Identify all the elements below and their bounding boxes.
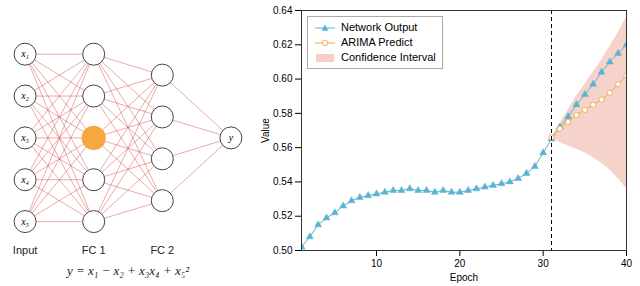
svg-text:FC 2: FC 2 bbox=[150, 244, 174, 256]
svg-text:y: y bbox=[228, 132, 234, 143]
svg-text:0.52: 0.52 bbox=[273, 210, 293, 221]
html-text:Confidence Interval: Confidence Interval bbox=[341, 51, 436, 63]
svg-text:0.60: 0.60 bbox=[273, 73, 293, 84]
html-text:ARIMA Predict: ARIMA Predict bbox=[341, 36, 413, 48]
svg-text:0.58: 0.58 bbox=[273, 108, 293, 119]
svg-text:Epoch: Epoch bbox=[450, 272, 478, 283]
svg-text:20: 20 bbox=[454, 258, 466, 269]
svg-text:40: 40 bbox=[621, 258, 633, 269]
svg-text:30: 30 bbox=[538, 258, 550, 269]
svg-text:0.50: 0.50 bbox=[273, 245, 293, 256]
svg-text:Input: Input bbox=[13, 244, 37, 256]
svg-text:10: 10 bbox=[371, 258, 383, 269]
svg-text:FC 1: FC 1 bbox=[82, 244, 106, 256]
svg-text:x₁: x₁ bbox=[20, 48, 29, 59]
svg-text:Value: Value bbox=[260, 118, 271, 143]
svg-text:y = x₁ − x₂ + x₃x₄ + x₅²: y = x₁ − x₂ + x₃x₄ + x₅² bbox=[65, 263, 190, 278]
svg-text:x₃: x₃ bbox=[20, 132, 29, 143]
svg-text:x₅: x₅ bbox=[20, 216, 29, 227]
svg-text:0.54: 0.54 bbox=[273, 176, 293, 187]
svg-text:0.56: 0.56 bbox=[273, 142, 293, 153]
svg-text:0.64: 0.64 bbox=[273, 5, 293, 16]
svg-text:0.62: 0.62 bbox=[273, 39, 293, 50]
svg-text:x₂: x₂ bbox=[20, 90, 29, 101]
svg-text:x₄: x₄ bbox=[20, 174, 29, 185]
html-text:Network Output: Network Output bbox=[341, 21, 418, 33]
